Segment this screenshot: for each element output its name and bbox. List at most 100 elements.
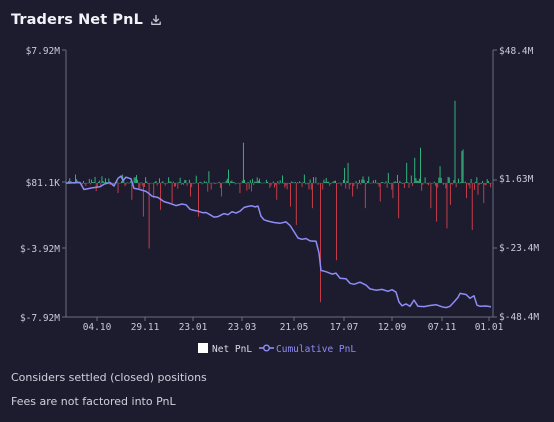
net-pnl-bar bbox=[475, 181, 477, 183]
net-pnl-bar bbox=[200, 181, 202, 183]
net-pnl-bar bbox=[325, 177, 327, 183]
net-pnl-bar bbox=[195, 175, 197, 183]
y-right-tick: $-48.4M bbox=[499, 312, 539, 323]
net-pnl-bar bbox=[272, 181, 274, 183]
net-pnl-bar bbox=[242, 142, 244, 183]
net-pnl-bar bbox=[130, 181, 132, 183]
net-pnl-bar bbox=[93, 182, 95, 183]
net-pnl-bar bbox=[104, 178, 106, 183]
legend-swatch-cumulative-marker bbox=[263, 344, 271, 352]
net-pnl-bar bbox=[482, 181, 484, 183]
net-pnl-bar bbox=[193, 183, 195, 184]
net-pnl-bar bbox=[368, 176, 370, 183]
chart-title: Traders Net PnL bbox=[11, 12, 143, 28]
net-pnl-bar bbox=[447, 176, 449, 183]
net-pnl-bar bbox=[225, 180, 227, 183]
net-pnl-bar bbox=[98, 181, 99, 183]
net-pnl-bar bbox=[338, 183, 340, 184]
net-pnl-bar bbox=[383, 182, 385, 183]
net-pnl-bar bbox=[315, 177, 317, 183]
net-pnl-bar bbox=[141, 183, 143, 186]
net-pnl-bar bbox=[481, 183, 482, 185]
net-pnl-bar bbox=[443, 183, 444, 185]
y-left-tick: $81.1K bbox=[26, 178, 61, 189]
net-pnl-bar bbox=[161, 182, 163, 183]
net-pnl-bar bbox=[155, 180, 157, 183]
net-pnl-bar bbox=[229, 183, 231, 186]
legend-swatch-net-pnl[interactable] bbox=[198, 343, 208, 353]
net-pnl-bar bbox=[378, 183, 380, 187]
net-pnl-bar bbox=[436, 183, 438, 222]
net-pnl-bar bbox=[420, 147, 421, 183]
net-pnl-bar bbox=[182, 183, 183, 184]
net-pnl-bar bbox=[290, 183, 291, 207]
net-pnl-bar bbox=[320, 183, 321, 303]
net-pnl-bar bbox=[310, 183, 312, 190]
net-pnl-bar bbox=[267, 181, 268, 183]
net-pnl-bar bbox=[483, 183, 485, 204]
net-pnl-bar bbox=[136, 175, 137, 183]
x-tick: 07.11 bbox=[428, 322, 457, 333]
net-pnl-bar bbox=[170, 181, 172, 183]
y-left-tick: $-7.92M bbox=[20, 313, 60, 324]
net-pnl-bar bbox=[210, 183, 212, 190]
net-pnl-bar bbox=[252, 178, 254, 183]
net-pnl-bar bbox=[313, 177, 314, 183]
net-pnl-bar bbox=[324, 181, 326, 183]
net-pnl-bar bbox=[435, 183, 436, 186]
net-pnl-bar bbox=[461, 151, 463, 183]
net-pnl-bar bbox=[440, 177, 442, 183]
net-pnl-bar bbox=[330, 183, 332, 185]
net-pnl-bar bbox=[391, 183, 393, 190]
net-pnl-bar bbox=[395, 182, 397, 183]
net-pnl-bar bbox=[292, 182, 294, 183]
net-pnl-bar bbox=[218, 181, 220, 183]
net-pnl-bar bbox=[433, 181, 435, 183]
net-pnl-bar bbox=[228, 169, 229, 183]
net-pnl-bar bbox=[389, 183, 390, 184]
net-pnl-bar bbox=[147, 183, 149, 185]
net-pnl-bar bbox=[471, 183, 473, 231]
net-pnl-bar bbox=[201, 183, 203, 185]
net-pnl-bar bbox=[455, 183, 457, 188]
net-pnl-bar bbox=[317, 183, 319, 185]
x-tick: 04.10 bbox=[83, 322, 112, 333]
net-pnl-bar bbox=[99, 180, 101, 183]
download-icon[interactable] bbox=[150, 14, 162, 26]
net-pnl-bar bbox=[183, 183, 185, 186]
net-pnl-bar bbox=[188, 179, 190, 183]
net-pnl-bar bbox=[245, 183, 247, 184]
net-pnl-bar bbox=[474, 183, 475, 190]
chart-legend: Net PnL Cumulative PnL bbox=[198, 343, 356, 355]
x-tick: 23.03 bbox=[228, 322, 257, 333]
net-pnl-bar bbox=[356, 183, 358, 189]
net-pnl-bar bbox=[453, 180, 455, 183]
net-pnl-bar bbox=[361, 179, 363, 183]
net-pnl-bar bbox=[123, 179, 125, 183]
net-pnl-bar bbox=[367, 181, 369, 183]
net-pnl-bar bbox=[353, 183, 355, 186]
net-pnl-bar bbox=[408, 183, 410, 188]
net-pnl-bar bbox=[360, 183, 362, 185]
net-pnl-bar bbox=[219, 183, 221, 189]
net-pnl-bar bbox=[394, 181, 396, 183]
net-pnl-bar bbox=[448, 177, 450, 183]
net-pnl-bar bbox=[249, 180, 251, 183]
net-pnl-bar bbox=[470, 178, 472, 183]
net-pnl-bar bbox=[276, 183, 278, 200]
net-pnl-bar bbox=[484, 183, 486, 185]
net-pnl-bar bbox=[70, 180, 72, 183]
net-pnl-bar bbox=[145, 177, 147, 183]
net-pnl-bar bbox=[355, 181, 357, 183]
net-pnl-bar bbox=[171, 183, 173, 204]
net-pnl-bar bbox=[333, 181, 335, 183]
net-pnl-bar bbox=[191, 183, 193, 188]
net-pnl-bar bbox=[88, 178, 90, 183]
net-pnl-bar bbox=[407, 182, 409, 183]
net-pnl-bar bbox=[83, 180, 84, 183]
net-pnl-bar bbox=[232, 182, 234, 183]
axis-tick-labels: $7.92M $81.1K $-3.92M $-7.92M $48.4M $1.… bbox=[20, 46, 539, 333]
net-pnl-bar bbox=[410, 175, 412, 183]
net-pnl-bar bbox=[263, 182, 265, 183]
x-tick: 12.09 bbox=[378, 322, 407, 333]
